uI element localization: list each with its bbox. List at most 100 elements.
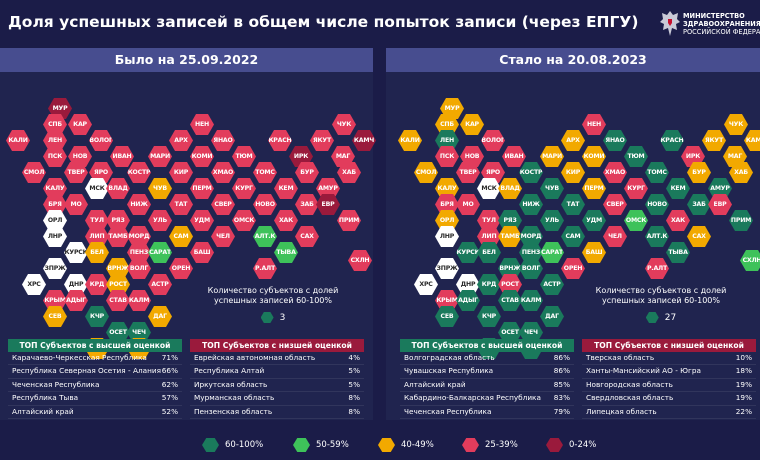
region-hex: ДАГ (148, 306, 172, 327)
region-hex: ЛИП (477, 226, 501, 247)
region-hex: СХЛН (348, 250, 372, 271)
region-hex: ЗАБ (687, 194, 711, 215)
region-hex: ЕВР (708, 194, 732, 215)
region-hex: КАР (68, 114, 92, 135)
region-hex: АДЫГ (456, 290, 480, 311)
count-hex-icon (260, 312, 274, 323)
region-hex: ВЛАД (106, 178, 130, 199)
region-hex: КАМЧ (352, 130, 376, 151)
panel-after: Стало на 20.08.2023 МУР СПБ КАР НЕН ЧУК КАЛИ Л… (386, 48, 760, 420)
region-name: Чеченская Республика (404, 406, 492, 416)
region-value: 4% (348, 353, 360, 362)
region-hex: ОРЕН (561, 258, 585, 279)
region-hex: КУРСК (64, 242, 88, 263)
region-hex: ТАТ (169, 194, 193, 215)
region-hex: СМОЛ (22, 162, 46, 183)
legend-hex-icon (378, 438, 395, 452)
table-row: Чувашская Республика 86% (400, 365, 574, 379)
region-hex: КАЛИ (398, 130, 422, 151)
region-hex: САРАТ (540, 242, 564, 263)
region-hex: ЗПРЖ (435, 258, 459, 279)
region-hex: ЯРО (89, 162, 113, 183)
region-hex: НИЖ (127, 194, 151, 215)
panel-before-header: Было на 25.09.2022 (0, 48, 373, 72)
region-hex: АСТР (540, 274, 564, 295)
table-bottom-title: ТОП Субъектов с низшей оценкой (190, 339, 364, 352)
region-name: Новгородская область (586, 379, 673, 389)
region-hex: СХЛН (740, 250, 760, 271)
region-hex: ТУЛ (477, 210, 501, 231)
table-row: Республика Алтай 5% (190, 365, 364, 379)
page-title: Доля успешных записей в общем числе попы… (8, 13, 639, 31)
region-hex: ИВАН (110, 146, 134, 167)
region-hex: КОСТР (127, 162, 151, 183)
region-hex: ТЫВА (666, 242, 690, 263)
legend-hex-icon (546, 438, 563, 452)
region-name: Липецкая область (586, 406, 657, 416)
region-hex: ВРНЖ (106, 258, 130, 279)
region-hex: ДНР (456, 274, 480, 295)
eagle-emblem-icon (660, 11, 680, 36)
region-name: Кабардино-Балкарская Республика (404, 393, 541, 403)
region-value: 86% (553, 353, 570, 362)
region-hex: РОСТ (106, 274, 130, 295)
region-name: Алтайский край (12, 406, 74, 416)
table-row: Кабардино-Балкарская Республика 83% (400, 392, 574, 406)
region-value: 5% (348, 379, 360, 389)
region-hex: НЕН (582, 114, 606, 135)
legend-label: 25-39% (485, 440, 518, 450)
region-value: 18% (735, 366, 752, 376)
panel-before: Было на 25.09.2022 МУР СПБ КАР НЕН ЧУК КАЛИ ЛЕ… (0, 48, 376, 420)
region-hex: ХАБ (729, 162, 753, 183)
region-hex: КЕМ (274, 178, 298, 199)
region-hex: ЯНАО (211, 130, 235, 151)
region-hex: БАШ (190, 242, 214, 263)
region-value: 57% (161, 393, 178, 403)
count-value: 27 (664, 312, 677, 323)
region-hex: КЧР (85, 306, 109, 327)
region-hex: ЧУВ (540, 178, 564, 199)
table-row: Алтайский край 52% (8, 406, 182, 419)
region-name: Алтайский край (404, 379, 466, 389)
ministry-line-3: РОССИЙСКОЙ ФЕДЕРАЦИИ (683, 28, 760, 36)
region-hex: МО (64, 194, 88, 215)
region-hex: БРЯ (435, 194, 459, 215)
ministry-line-2: ЗДРАВООХРАНЕНИЯ (683, 20, 760, 28)
region-hex: КИР (561, 162, 585, 183)
region-hex: ХМАО (211, 162, 235, 183)
region-hex: ЯРО (481, 162, 505, 183)
region-hex: БАШ (582, 242, 606, 263)
count-value: 3 (279, 312, 286, 323)
table-row: Новгородская область 19% (582, 379, 756, 393)
region-hex: ПЕНЗ (519, 242, 543, 263)
region-hex: АРХ (561, 130, 585, 151)
table-bottom-after: ТОП Субъектов с низшей оценкой Тверская … (582, 339, 756, 419)
legend-item: 50-59% (293, 438, 349, 452)
table-row: Липецкая область 22% (582, 406, 756, 419)
table-row: Тверская область 10% (582, 352, 756, 366)
region-hex: БРЯ (43, 194, 67, 215)
region-hex: АМУР (708, 178, 732, 199)
region-hex: ХАБ (337, 162, 361, 183)
region-hex: САМ (169, 226, 193, 247)
region-hex: ЧЕЧ (127, 322, 151, 343)
region-value: 19% (735, 379, 752, 389)
region-hex: НОВ (460, 146, 484, 167)
table-row: Еврейская автономная область 4% (190, 352, 364, 366)
region-hex: КОСТР (519, 162, 543, 183)
region-hex: ЛЕН (43, 130, 67, 151)
region-hex: ЯКУТ (310, 130, 334, 151)
region-name: Ханты-Мансийский АО - Югра (586, 366, 701, 376)
region-hex: ХРС (414, 274, 438, 295)
region-value: 22% (735, 406, 752, 416)
region-hex: ТАМБ (498, 226, 522, 247)
region-name: Республика Тыва (12, 393, 79, 403)
region-hex: ХМАО (603, 162, 627, 183)
region-hex: ХРС (22, 274, 46, 295)
region-hex: ТОМС (645, 162, 669, 183)
region-hex: Р.АЛТ (645, 258, 669, 279)
region-hex: АДЫГ (64, 290, 88, 311)
region-hex: ПРИМ (337, 210, 361, 231)
table-row: Пензенская область 8% (190, 406, 364, 419)
region-hex: ЧУВ (148, 178, 172, 199)
